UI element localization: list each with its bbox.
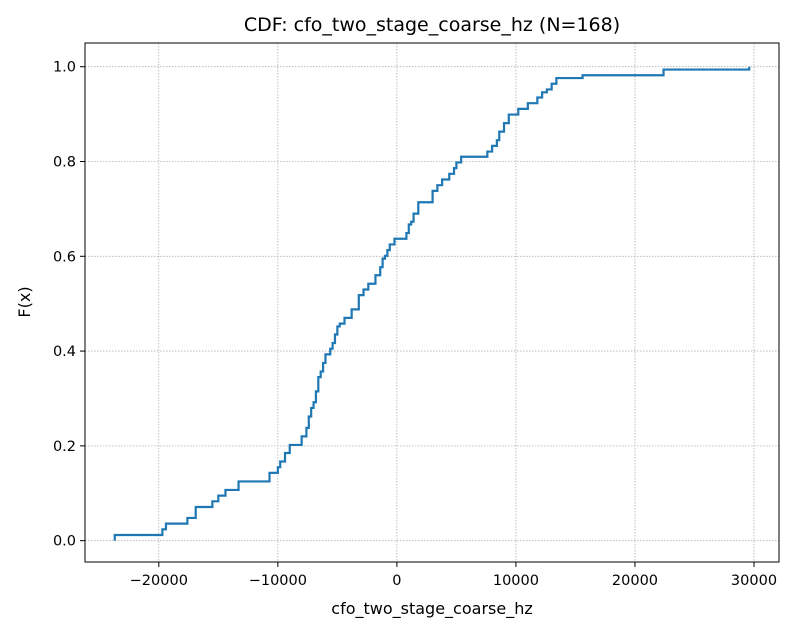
- x-tick-label: 30000: [731, 573, 777, 589]
- chart-title: CDF: cfo_two_stage_coarse_hz (N=168): [244, 14, 620, 36]
- cdf-line-layer: [113, 66, 751, 541]
- y-tick-label: 0.2: [53, 439, 76, 455]
- x-tick-label: −10000: [249, 573, 307, 589]
- x-tick-label: 20000: [612, 573, 658, 589]
- y-tick-label: 0.6: [53, 249, 76, 265]
- x-tick-label: 0: [392, 573, 401, 589]
- x-tick-label: 10000: [493, 573, 539, 589]
- x-axis-label: cfo_two_stage_coarse_hz: [331, 599, 532, 619]
- x-axis-ticks: −20000 −10000 0 10000 20000 30000: [130, 562, 777, 589]
- grid-layer: [85, 43, 779, 562]
- cdf-step-line: [113, 66, 751, 541]
- y-tick-label: 1.0: [53, 60, 76, 76]
- y-tick-label: 0.8: [53, 154, 76, 170]
- y-axis-label: F(x): [15, 286, 34, 317]
- y-axis-ticks: 0.0 0.2 0.4 0.6 0.8 1.0: [53, 60, 85, 550]
- x-tick-label: −20000: [130, 573, 188, 589]
- plot-area-frame: [84, 42, 780, 563]
- y-tick-label: 0.0: [53, 534, 76, 550]
- y-tick-label: 0.4: [53, 344, 76, 360]
